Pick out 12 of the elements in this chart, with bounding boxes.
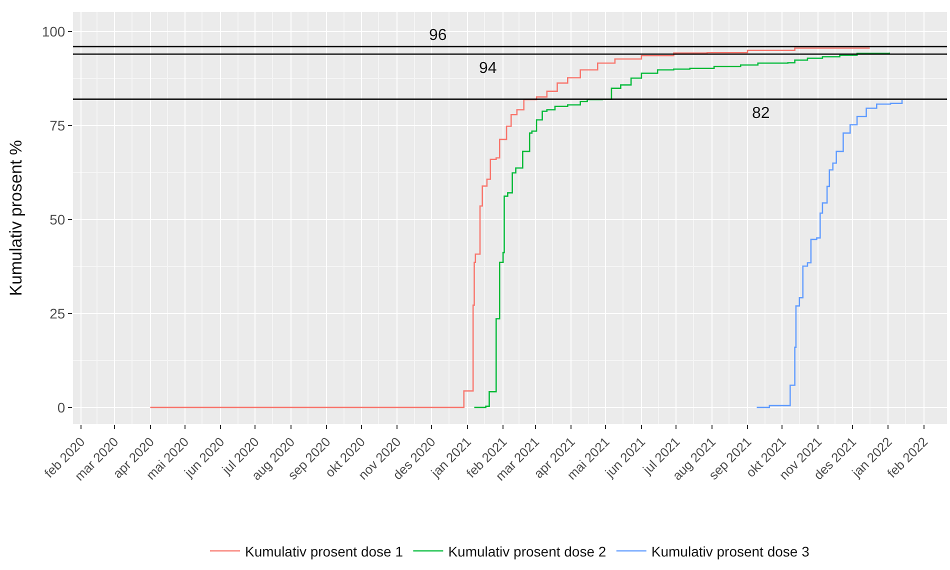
y-tick-label: 25 (50, 305, 66, 322)
ref-line-label: 96 (429, 27, 447, 44)
y-tick-label: 75 (50, 117, 66, 134)
y-tick-label: 50 (50, 211, 66, 228)
y-axis-title: Kumulativ prosent % (6, 140, 26, 296)
y-tick-label: 0 (57, 399, 66, 416)
legend-label: Kumulativ prosent dose 2 (448, 543, 606, 560)
ref-line-label: 82 (752, 105, 770, 122)
ref-line-label: 94 (479, 60, 497, 77)
legend-label: Kumulativ prosent dose 3 (651, 543, 810, 560)
y-tick-label: 100 (42, 23, 66, 40)
legend-label: Kumulativ prosent dose 1 (245, 543, 404, 560)
